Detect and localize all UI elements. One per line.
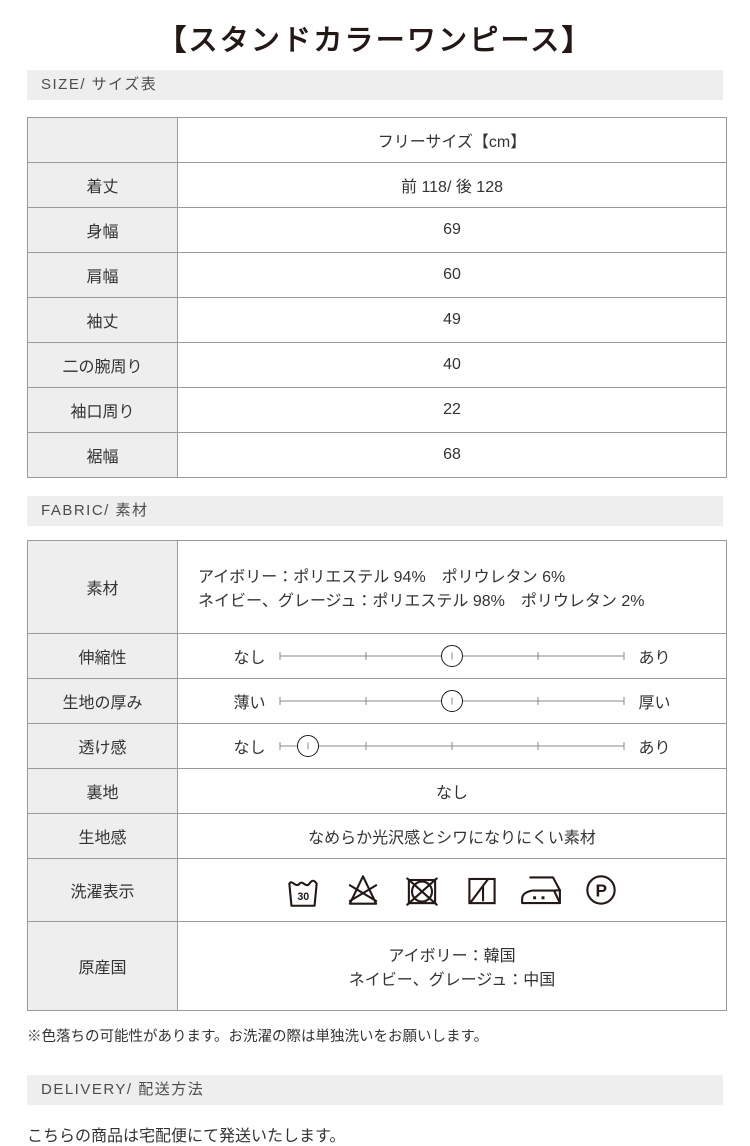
svg-text:30: 30 (298, 891, 310, 903)
svg-text:P: P (595, 881, 607, 901)
